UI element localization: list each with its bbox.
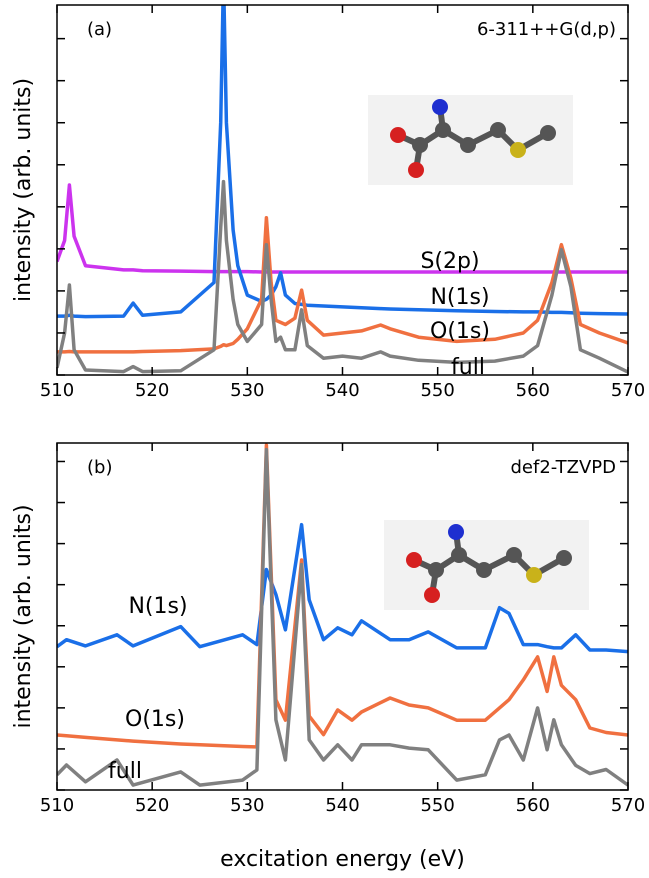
x-tick-label: 570	[611, 380, 645, 401]
series-line	[57, 182, 628, 373]
panel-label: (a)	[87, 19, 112, 40]
figure: S(2p) N(1s) O(1s) full 510 520 530 540 550 560 570…	[0, 0, 649, 878]
series-label: O(1s)	[430, 319, 490, 344]
series-label: S(2p)	[420, 249, 479, 274]
molecule-a	[368, 95, 573, 185]
molecule-b	[384, 520, 589, 610]
x-tick-label: 560	[516, 795, 550, 816]
series-label: full	[108, 759, 142, 784]
x-tick-label: 510	[40, 380, 74, 401]
x-tick-label: 530	[230, 380, 264, 401]
x-tick-label: 540	[325, 795, 359, 816]
series-line	[57, 185, 628, 272]
x-tick-label: 510	[40, 795, 74, 816]
x-tick-label: 560	[516, 380, 550, 401]
series-label: O(1s)	[125, 707, 185, 732]
x-tick-label: 550	[420, 380, 454, 401]
basis-label: def2-TZVPD	[511, 457, 617, 478]
series-label: N(1s)	[430, 285, 489, 310]
x-tick-label: 520	[135, 380, 169, 401]
basis-label: 6-311++G(d,p)	[477, 19, 616, 40]
x-tick-label: 530	[230, 795, 264, 816]
y-axis-label: intensity (arb. units)	[11, 504, 36, 728]
x-tick-label: 550	[420, 795, 454, 816]
x-tick-label: 570	[611, 795, 645, 816]
series-label: full	[451, 355, 485, 380]
plot-frame	[57, 5, 628, 375]
x-tick-label: 520	[135, 795, 169, 816]
series-label: N(1s)	[128, 594, 187, 619]
x-axis-label: excitation energy (eV)	[220, 847, 465, 872]
panel-label: (b)	[87, 457, 112, 478]
y-axis-label: intensity (arb. units)	[11, 78, 36, 302]
x-tick-label: 540	[325, 380, 359, 401]
